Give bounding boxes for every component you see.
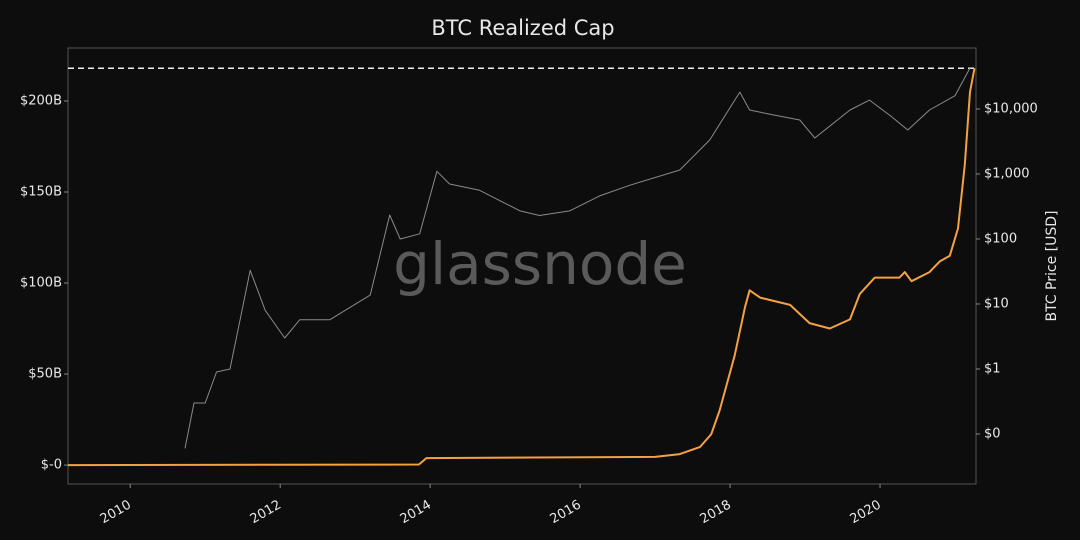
line-series — [67, 68, 976, 467]
y2-tick-label: $1 — [984, 361, 1001, 376]
y2-tick-label: $1,000 — [984, 166, 1030, 181]
watermark: glassnode — [393, 230, 687, 298]
y2-tick-label: $10 — [984, 296, 1009, 311]
y2-tick-label: $0 — [984, 426, 1001, 441]
y2-axis-label: BTC Price [USD] — [1044, 210, 1060, 321]
y2-tick-label: $100 — [984, 231, 1017, 246]
y-tick-label: $150B — [20, 184, 62, 199]
y-tick-label: $100B — [20, 276, 62, 291]
chart-title: BTC Realized Cap — [431, 16, 614, 40]
line-series — [184, 67, 971, 449]
y2-tick-label: $10,000 — [984, 101, 1038, 116]
y-tick-label: $50B — [28, 367, 62, 382]
y-tick-label: $200B — [20, 93, 62, 108]
plot-frame — [67, 47, 977, 485]
y-tick-label: $-0 — [41, 458, 62, 473]
